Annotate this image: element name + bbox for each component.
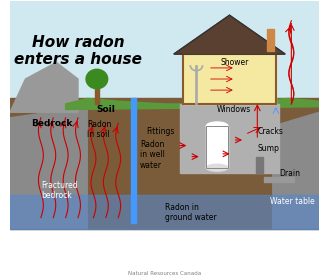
Text: Fractured
bedrock: Fractured bedrock (41, 181, 78, 200)
Polygon shape (10, 62, 78, 112)
Text: Soil: Soil (97, 105, 115, 114)
Bar (183, 54, 276, 104)
Bar (195, 65, 197, 104)
Text: Sump: Sump (257, 144, 279, 153)
Ellipse shape (86, 69, 108, 89)
Bar (266, 29, 274, 51)
Bar (180, 104, 279, 173)
Bar (131, 98, 136, 223)
Bar (206, 126, 228, 168)
Polygon shape (10, 107, 87, 229)
Polygon shape (273, 112, 319, 229)
Text: Natural Resources Canada: Natural Resources Canada (128, 271, 201, 276)
Bar (10, 1, 319, 126)
Text: Radon
in well
water: Radon in well water (140, 140, 165, 170)
Text: Fittings: Fittings (146, 127, 175, 136)
Text: How radon
enters a house: How radon enters a house (14, 35, 142, 67)
Text: Bedrock: Bedrock (32, 119, 73, 128)
Text: Water table: Water table (270, 197, 315, 206)
Bar (183, 54, 276, 104)
Text: Radon in
ground water: Radon in ground water (164, 203, 216, 222)
Bar (206, 126, 228, 168)
Bar (264, 177, 294, 182)
Ellipse shape (206, 122, 228, 130)
Polygon shape (66, 98, 319, 109)
Bar (10, 98, 319, 229)
Text: Drain: Drain (279, 169, 300, 178)
Text: Shower: Shower (220, 58, 249, 67)
Bar (10, 195, 319, 229)
Ellipse shape (206, 164, 228, 171)
Text: Cracks: Cracks (257, 127, 283, 136)
Text: Radon
in soil: Radon in soil (87, 120, 112, 139)
Bar (256, 157, 263, 173)
Polygon shape (174, 15, 285, 54)
Text: Windows: Windows (217, 105, 251, 114)
Bar (95, 87, 99, 104)
